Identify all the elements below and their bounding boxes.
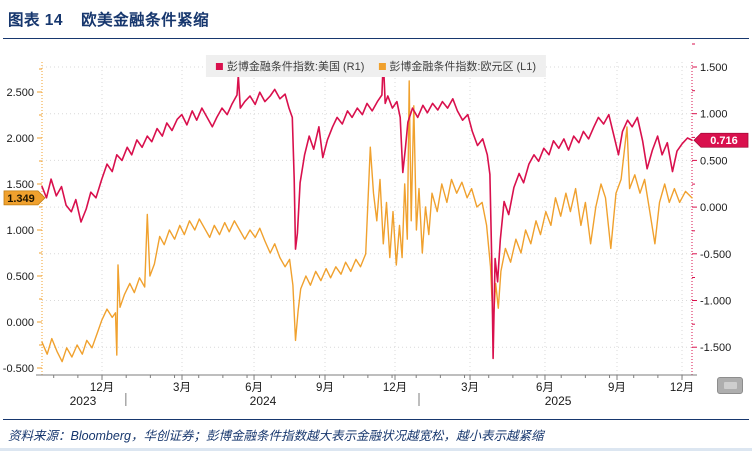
x-axis-month-label: 9月 [316,382,334,394]
x-axis-month-label: 6月 [536,382,554,394]
x-axis-year-label: 2024 [250,394,277,408]
chart-widget-icon-glyph [723,382,737,389]
series-line-eurozone [41,80,693,363]
eurozone-series-swatch-icon [378,62,386,70]
right-axis-label: 0.000 [700,202,728,214]
legend-item-eurozone[interactable]: 彭博金融条件指数:欧元区 (L1) [378,58,536,74]
eurozone-last-value-text: 1.349 [7,193,35,205]
x-axis-month-label: 3月 [173,382,191,394]
chart-canvas: 2.500 2.000 1.500 1.000 0.500 0.000 -0.500 1.50… [3,43,749,408]
series-line-us [41,58,693,360]
x-axis-month-label: 9月 [608,382,626,394]
right-axis-label: -1.500 [700,342,731,354]
chart-widget-icon[interactable] [717,377,743,394]
legend-label-us: 彭博金融条件指数:美国 (R1) [226,61,365,73]
us-series-swatch-icon [215,62,223,70]
left-axis-label: 1.000 [6,225,34,237]
us-last-value-text: 0.716 [710,135,738,147]
chart-legend: 彭博金融条件指数:美国 (R1) 彭博金融条件指数:欧元区 (L1) [205,55,547,77]
right-axis-label: 1.000 [700,109,728,121]
figure-label: 图表 14 [8,12,64,29]
left-axis-label: 0.000 [6,317,34,329]
bottom-separator [0,448,752,451]
x-axis-year-label: 2023 [70,394,97,408]
legend-label-eurozone: 彭博金融条件指数:欧元区 (L1) [389,61,537,73]
x-axis-year-label: 2025 [545,394,572,408]
right-axis-label: 1.500 [700,62,728,74]
footer-divider [3,419,749,420]
x-axis-month-label: 6月 [245,382,263,394]
figure-header: 图表 14 欧美金融条件紧缩 [8,8,209,30]
chart-area: 2.500 2.000 1.500 1.000 0.500 0.000 -0.500 1.50… [0,42,752,417]
header-divider [3,38,749,39]
left-axis-label: 0.500 [6,271,34,283]
eurozone-last-value-badge [3,190,46,206]
x-axis-month-label: 3月 [461,382,479,394]
left-axis-label: 2.500 [6,87,34,99]
x-axis-month-label: 12月 [670,382,694,394]
source-note: 资料来源：Bloomberg，华创证券；彭博金融条件指数越大表示金融状况越宽松，… [8,429,544,443]
x-axis-month-label: 12月 [383,382,407,394]
right-axis-label: -1.000 [700,296,731,308]
left-axis-label: 1.500 [6,179,34,191]
left-axis-label: 2.000 [6,133,34,145]
right-axis-label: 0.500 [700,155,728,167]
right-axis-label: -0.500 [700,249,731,261]
legend-item-us[interactable]: 彭博金融条件指数:美国 (R1) [215,58,365,74]
left-axis-label: -0.500 [3,363,34,375]
us-last-value-badge [693,132,749,148]
x-axis-month-label: 12月 [90,382,114,394]
figure-title: 欧美金融条件紧缩 [81,12,210,29]
